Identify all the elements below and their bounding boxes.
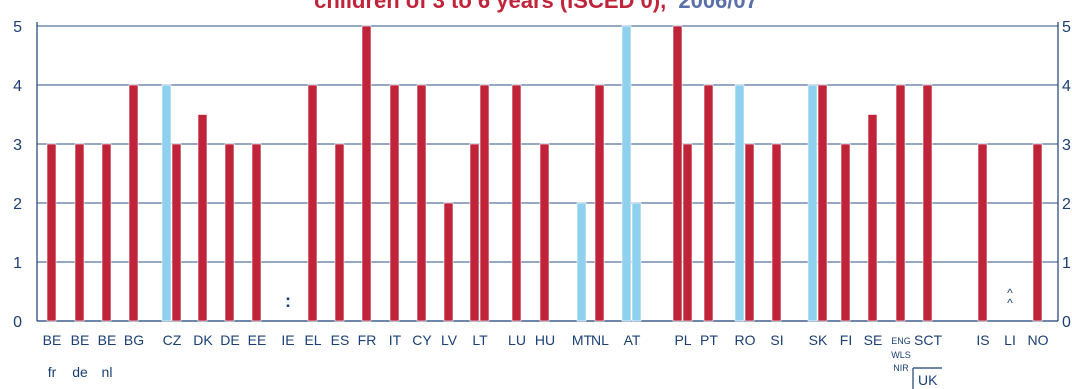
bar-lt-1: [469, 143, 480, 322]
bar-no-1: [1032, 143, 1043, 322]
bar-ee-1: [251, 143, 262, 322]
bar-be-1: [74, 143, 85, 322]
y-tick-left-0: 0: [13, 314, 22, 331]
y-tick-right-4: 4: [1062, 78, 1071, 95]
bar-ro-1: [734, 84, 745, 322]
y-tick-left-2: 2: [13, 196, 22, 213]
x-label-sct: SCT: [914, 332, 942, 348]
bar-cz-2: [171, 143, 182, 322]
y-tick-left-4: 4: [13, 78, 22, 95]
bar-sct-1: [922, 84, 933, 322]
x-label-be: BE: [43, 332, 62, 348]
x-label-pt: PT: [700, 332, 718, 348]
x-label-bg: BG: [124, 332, 144, 348]
bar-cy-1: [416, 84, 427, 322]
x-label-ie: IE: [281, 332, 294, 348]
x-label-mt: MT: [572, 332, 593, 348]
y-tick-right-0: 0: [1062, 314, 1071, 331]
x-label-be: BE: [71, 332, 90, 348]
x-label-nl: NL: [591, 332, 609, 348]
bar-at-1: [621, 25, 632, 322]
x-label-ro: RO: [735, 332, 756, 348]
bar-hu-1: [539, 143, 550, 322]
bar-pt-1: [703, 84, 714, 322]
bar-it-1: [389, 84, 400, 322]
x-label-wls: WLS: [891, 350, 911, 360]
bars: : ^^: [46, 25, 1043, 322]
bar-lu-1: [511, 84, 522, 322]
bar-be-1: [46, 143, 57, 322]
bar-be-1: [101, 143, 112, 322]
bar-es-1: [334, 143, 345, 322]
x-label-it: IT: [389, 332, 402, 348]
x-label-ee: EE: [248, 332, 267, 348]
x-label-be: BE: [98, 332, 117, 348]
chart-title: children of 3 to 6 years (ISCED 0), 2006…: [314, 0, 758, 13]
bar-el-1: [307, 84, 318, 322]
x-label-at: AT: [624, 332, 641, 348]
x-label-cy: CY: [412, 332, 432, 348]
bar-mt-1: [576, 202, 587, 322]
bar-pl-1: [672, 25, 683, 322]
x-sublabel-fr: fr: [48, 364, 57, 380]
bar-cz-1: [161, 84, 172, 322]
chart-title-year: 2006/07: [678, 0, 758, 13]
marker-lower: ^: [1007, 296, 1013, 310]
x-sublabel-de: de: [72, 364, 88, 380]
x-label-is: IS: [976, 332, 989, 348]
x-label-hu: HU: [535, 332, 555, 348]
y-tick-right-3: 3: [1062, 137, 1071, 154]
x-label-cz: CZ: [163, 332, 182, 348]
bar-de-1: [224, 143, 235, 322]
x-label-lt: LT: [472, 332, 488, 348]
uk-group-label: UK: [918, 372, 938, 388]
x-sublabel-nl: nl: [102, 364, 113, 380]
bar-is-1: [977, 143, 988, 322]
bar-sk-1: [807, 84, 818, 322]
x-label-se: SE: [864, 332, 883, 348]
y-tick-right-2: 2: [1062, 196, 1071, 213]
y-tick-left-3: 3: [13, 137, 22, 154]
not-available-marker: :: [285, 291, 291, 311]
bar-at-2: [631, 202, 642, 322]
bar-fr-1: [361, 25, 372, 322]
x-label-el: EL: [304, 332, 321, 348]
x-label-nir: NIR: [893, 363, 909, 373]
bar-sk-2: [817, 84, 828, 322]
bar-se-1: [867, 114, 878, 322]
x-label-eng: ENG: [891, 336, 911, 346]
x-label-pl: PL: [674, 332, 691, 348]
bar-ro-2: [744, 143, 755, 322]
bar-bg-1: [128, 84, 139, 322]
y-tick-labels: 0 0 1 1 2 2 3 3 4 4 5 5: [13, 19, 1071, 331]
bar-lt-2: [479, 84, 490, 322]
x-label-si: SI: [770, 332, 783, 348]
x-label-li: LI: [1004, 332, 1016, 348]
marker-upper: ^: [1007, 286, 1013, 300]
x-label-fr: FR: [358, 332, 377, 348]
bar-eng-1: [895, 84, 906, 322]
bar-pl-2: [682, 143, 693, 322]
x-label-sk: SK: [809, 332, 828, 348]
chart-title-main: children of 3 to 6 years (ISCED 0),: [314, 0, 666, 13]
y-tick-left-1: 1: [13, 255, 22, 272]
x-label-fi: FI: [840, 332, 852, 348]
bar-fi-1: [840, 143, 851, 322]
x-label-es: ES: [331, 332, 350, 348]
x-label-dk: DK: [193, 332, 213, 348]
y-tick-right-1: 1: [1062, 255, 1071, 272]
y-tick-right-5: 5: [1062, 19, 1071, 36]
bar-dk-1: [197, 114, 208, 322]
bar-lv-1: [443, 202, 454, 322]
x-tick-labels: BE fr BE de BE nl BG CZ DK DE EE IE EL ES FR IT CY LV LT LU…: [43, 332, 1049, 389]
bar-si-1: [771, 143, 782, 322]
x-label-no: NO: [1028, 332, 1049, 348]
x-label-lu: LU: [508, 332, 526, 348]
y-tick-left-5: 5: [13, 19, 22, 36]
bar-nl-1: [594, 84, 605, 322]
x-label-de: DE: [220, 332, 239, 348]
x-label-lv: LV: [441, 332, 458, 348]
